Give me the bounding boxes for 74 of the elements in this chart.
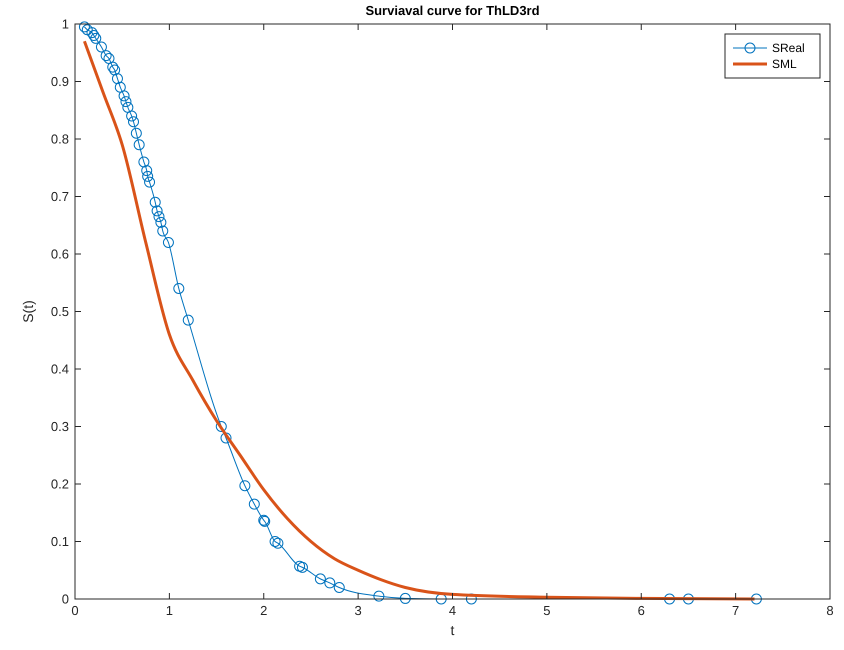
y-tick-label: 0.5 xyxy=(50,304,69,320)
point xyxy=(88,30,100,41)
point xyxy=(334,582,345,593)
point xyxy=(130,128,142,139)
y-tick-label: 0.2 xyxy=(50,476,69,492)
point xyxy=(173,283,184,294)
point xyxy=(155,216,166,228)
point xyxy=(150,196,161,208)
y-tick-label: 0 xyxy=(62,592,69,607)
x-axis-title: t xyxy=(450,622,455,638)
point xyxy=(138,156,150,168)
point xyxy=(90,32,102,44)
point xyxy=(152,205,163,216)
point xyxy=(100,50,112,62)
x-tick-label: 8 xyxy=(826,603,834,618)
legend-label: SReal xyxy=(772,41,805,56)
y-tick-label: 0.3 xyxy=(50,419,69,434)
x-tick-label: 7 xyxy=(732,603,740,618)
point xyxy=(109,64,120,76)
x-tick-label: 6 xyxy=(638,603,645,618)
point xyxy=(157,226,168,236)
point xyxy=(120,96,132,108)
point xyxy=(112,73,123,84)
y-tick-label: 0.6 xyxy=(50,246,69,262)
x-tick-label: 2 xyxy=(260,603,268,618)
y-tick-label: 0.9 xyxy=(50,74,69,90)
point xyxy=(118,90,130,102)
point xyxy=(96,42,107,52)
point xyxy=(270,536,281,547)
point xyxy=(664,594,676,604)
point xyxy=(324,577,336,588)
x-tick-label: 3 xyxy=(354,603,362,618)
point xyxy=(114,82,126,93)
point xyxy=(144,176,156,188)
x-tick-label: 5 xyxy=(543,603,550,618)
point xyxy=(294,560,306,572)
point xyxy=(103,53,114,64)
point xyxy=(153,211,164,222)
y-tick-label: 0.7 xyxy=(50,189,69,204)
x-tick-label: 4 xyxy=(448,603,456,618)
point xyxy=(296,562,308,573)
y-tick-label: 0.1 xyxy=(50,534,69,550)
x-tick-label: 0 xyxy=(71,603,79,618)
legend-label: SML xyxy=(772,57,797,72)
point xyxy=(220,432,232,444)
point xyxy=(750,594,762,604)
point xyxy=(314,573,326,584)
point xyxy=(107,62,118,73)
point xyxy=(400,592,411,604)
point xyxy=(78,21,90,32)
point xyxy=(182,314,194,326)
point xyxy=(373,590,384,602)
chart-title: Surviaval curve for ThLD3rd xyxy=(365,2,540,18)
x-tick-label: 1 xyxy=(166,603,173,618)
y-tick-label: 0.4 xyxy=(50,362,69,377)
point xyxy=(141,165,152,176)
point xyxy=(126,110,138,122)
y-axis-title: S(t) xyxy=(20,300,36,323)
point xyxy=(466,594,477,604)
point xyxy=(239,480,250,492)
point xyxy=(436,594,447,604)
y-tick-label: 1 xyxy=(62,16,69,32)
point xyxy=(162,237,174,248)
point xyxy=(128,116,140,128)
point xyxy=(82,24,93,36)
y-tick-label: 0.8 xyxy=(50,132,69,147)
point xyxy=(248,498,260,510)
point xyxy=(216,421,227,432)
point xyxy=(272,538,284,549)
point xyxy=(142,170,154,182)
point xyxy=(134,139,145,150)
point xyxy=(122,102,134,113)
point xyxy=(682,594,694,604)
point xyxy=(86,27,98,38)
